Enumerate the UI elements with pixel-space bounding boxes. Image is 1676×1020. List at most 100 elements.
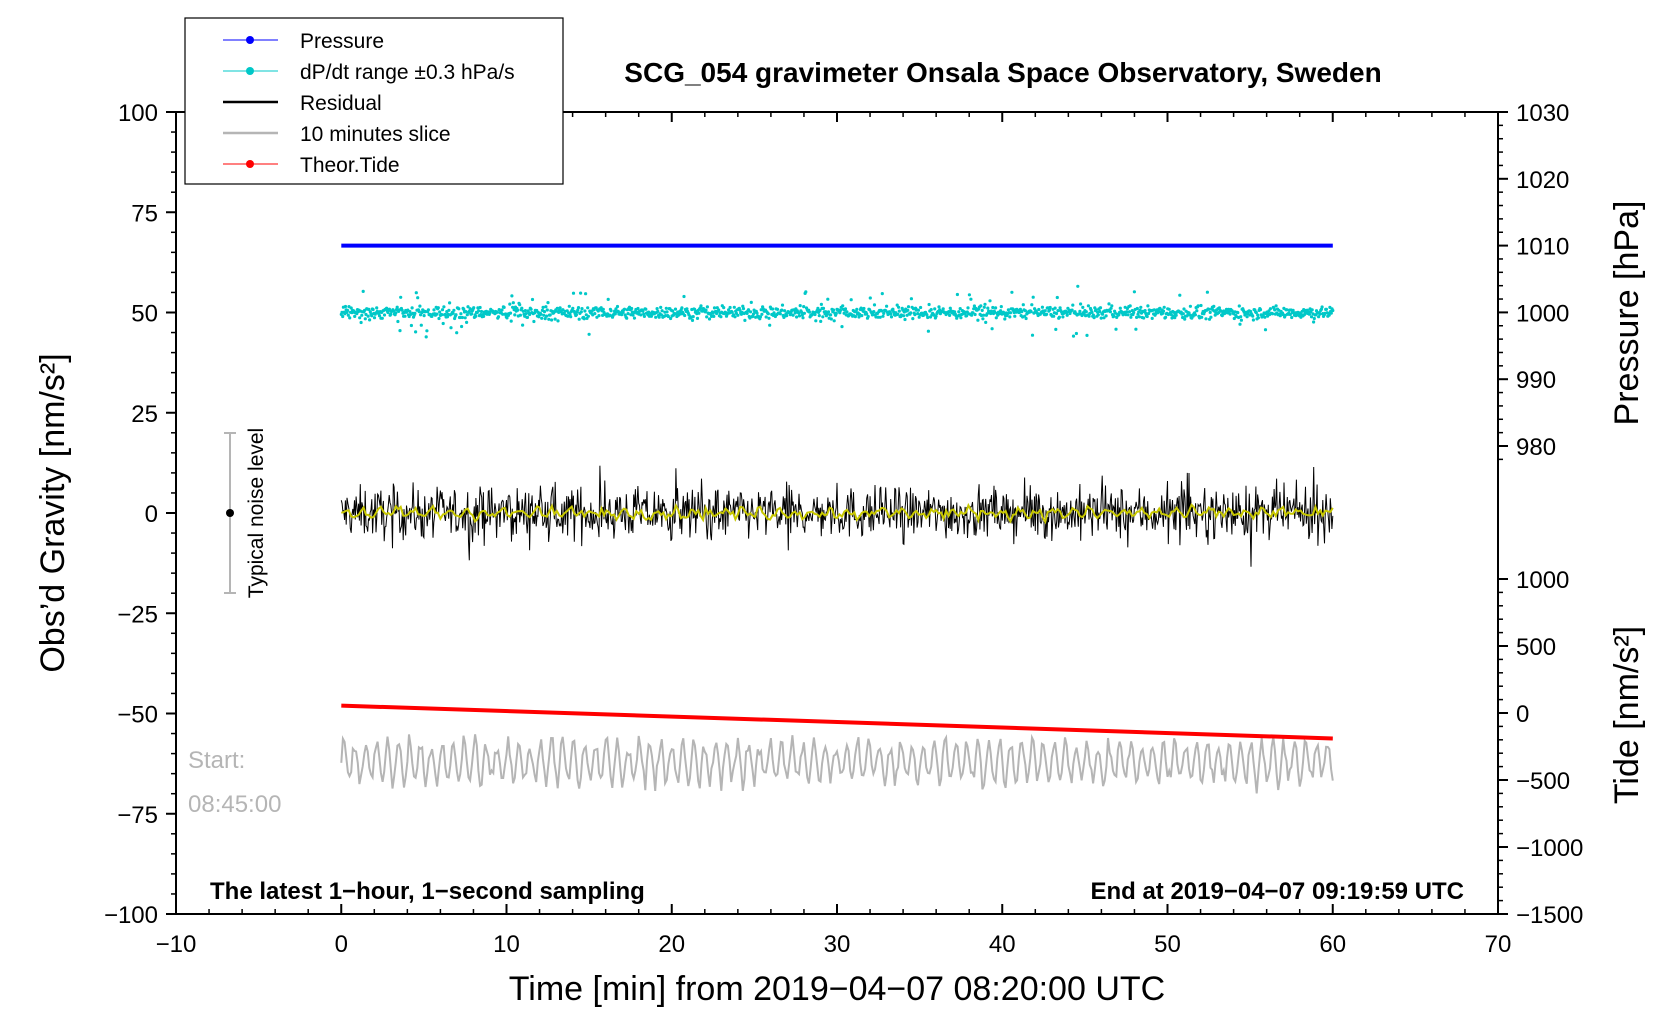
legend-swatch-dot — [246, 160, 254, 168]
dpdt-point — [375, 306, 379, 310]
dpdt-point — [980, 308, 984, 312]
dpdt-point — [841, 304, 845, 308]
dpdt-point — [1054, 311, 1059, 316]
dpdt-point — [1070, 308, 1074, 312]
dpdt-point — [1125, 310, 1129, 314]
dpdt-point — [409, 323, 413, 328]
dpdt-point — [540, 316, 544, 320]
dpdt-point — [878, 315, 882, 319]
dpdt-point — [785, 314, 789, 318]
dpdt-point — [518, 313, 523, 317]
dpdt-point — [496, 315, 501, 319]
dpdt-point — [989, 311, 993, 316]
x-axis-title: Time [min] from 2019−04−07 08:20:00 UTC — [509, 970, 1165, 1008]
dpdt-point — [955, 316, 959, 320]
dpdt-point — [1167, 307, 1171, 311]
dpdt-point — [1020, 310, 1024, 314]
dpdt-point — [1245, 315, 1249, 319]
dpdt-point — [906, 308, 910, 312]
dpdt-point — [1158, 306, 1162, 310]
dpdt-point — [1317, 315, 1321, 319]
dpdt-point — [699, 304, 703, 308]
series-group — [339, 243, 1335, 794]
dpdt-point — [1024, 316, 1028, 321]
dpdt-point — [990, 327, 994, 331]
y-tick-label: 100 — [118, 100, 158, 127]
dpdt-point — [797, 314, 802, 318]
dpdt-point — [868, 296, 872, 300]
dpdt-point — [897, 305, 901, 309]
dpdt-point — [1310, 308, 1314, 312]
dpdt-point — [505, 316, 509, 320]
dpdt-point — [834, 311, 838, 315]
dpdt-point — [571, 306, 575, 310]
dpdt-point — [897, 309, 901, 313]
dpdt-point — [1065, 313, 1069, 317]
dpdt-point — [845, 310, 849, 314]
dpdt-point — [819, 302, 824, 306]
dpdt-point — [889, 315, 894, 319]
dpdt-point — [896, 312, 900, 316]
dpdt-point — [539, 312, 543, 316]
dpdt-point — [775, 307, 780, 311]
dpdt-point — [543, 317, 547, 321]
dpdt-point — [394, 308, 399, 312]
dpdt-point — [1236, 311, 1240, 315]
dpdt-point — [885, 304, 889, 308]
dpdt-point — [872, 310, 876, 314]
dpdt-point — [654, 315, 658, 319]
dpdt-point — [738, 308, 742, 312]
dpdt-point — [443, 312, 447, 317]
dpdt-point — [1178, 293, 1182, 297]
dpdt-point — [967, 293, 972, 297]
dpdt-point — [550, 318, 554, 322]
dpdt-point — [419, 313, 423, 317]
noise-indicator: Typical noise level — [224, 428, 268, 598]
pressure-tick-label: 1020 — [1516, 167, 1569, 194]
dpdt-point — [800, 313, 804, 317]
dpdt-point — [454, 313, 458, 317]
dpdt-point — [1129, 315, 1133, 319]
dpdt-point — [1329, 311, 1333, 315]
dpdt-point — [1081, 305, 1085, 309]
dpdt-point — [1146, 304, 1150, 308]
dpdt-point — [500, 308, 504, 312]
dpdt-point — [465, 320, 469, 324]
dpdt-point — [902, 314, 906, 318]
dpdt-point — [1061, 315, 1065, 319]
tide-tick-label: −500 — [1516, 768, 1570, 795]
dpdt-point — [772, 311, 776, 315]
dpdt-point — [436, 306, 440, 310]
dpdt-point — [544, 305, 548, 309]
dpdt-point — [695, 316, 700, 320]
dpdt-point — [666, 314, 671, 319]
dpdt-point — [913, 313, 917, 317]
dpdt-point — [671, 309, 675, 313]
dpdt-point — [1107, 302, 1111, 306]
dpdt-point — [933, 307, 937, 311]
dpdt-point — [511, 301, 515, 305]
dpdt-point — [576, 306, 581, 310]
dpdt-point — [1164, 315, 1168, 319]
dpdt-point — [958, 307, 962, 311]
dpdt-point — [707, 317, 712, 321]
dpdt-point — [458, 315, 462, 320]
dpdt-point — [948, 313, 952, 317]
pressure-tick-label: 1030 — [1516, 100, 1569, 127]
x-tick-label: 0 — [335, 931, 348, 958]
dpdt-point — [743, 318, 747, 322]
dpdt-point — [715, 306, 719, 310]
dpdt-point — [1137, 315, 1141, 319]
dpdt-point — [1173, 316, 1177, 320]
dpdt-point — [472, 306, 476, 310]
tide-tick-label: 1000 — [1516, 567, 1569, 594]
dpdt-point — [413, 311, 417, 315]
dpdt-point — [1047, 308, 1052, 312]
dpdt-point — [722, 306, 726, 310]
y-axis-title-left: Obs’d Gravity [nm/s²] — [34, 353, 72, 672]
dpdt-point — [1134, 327, 1138, 331]
dpdt-point — [359, 320, 363, 325]
dpdt-point — [1090, 310, 1094, 314]
dpdt-point — [758, 315, 763, 319]
dpdt-point — [615, 304, 620, 309]
